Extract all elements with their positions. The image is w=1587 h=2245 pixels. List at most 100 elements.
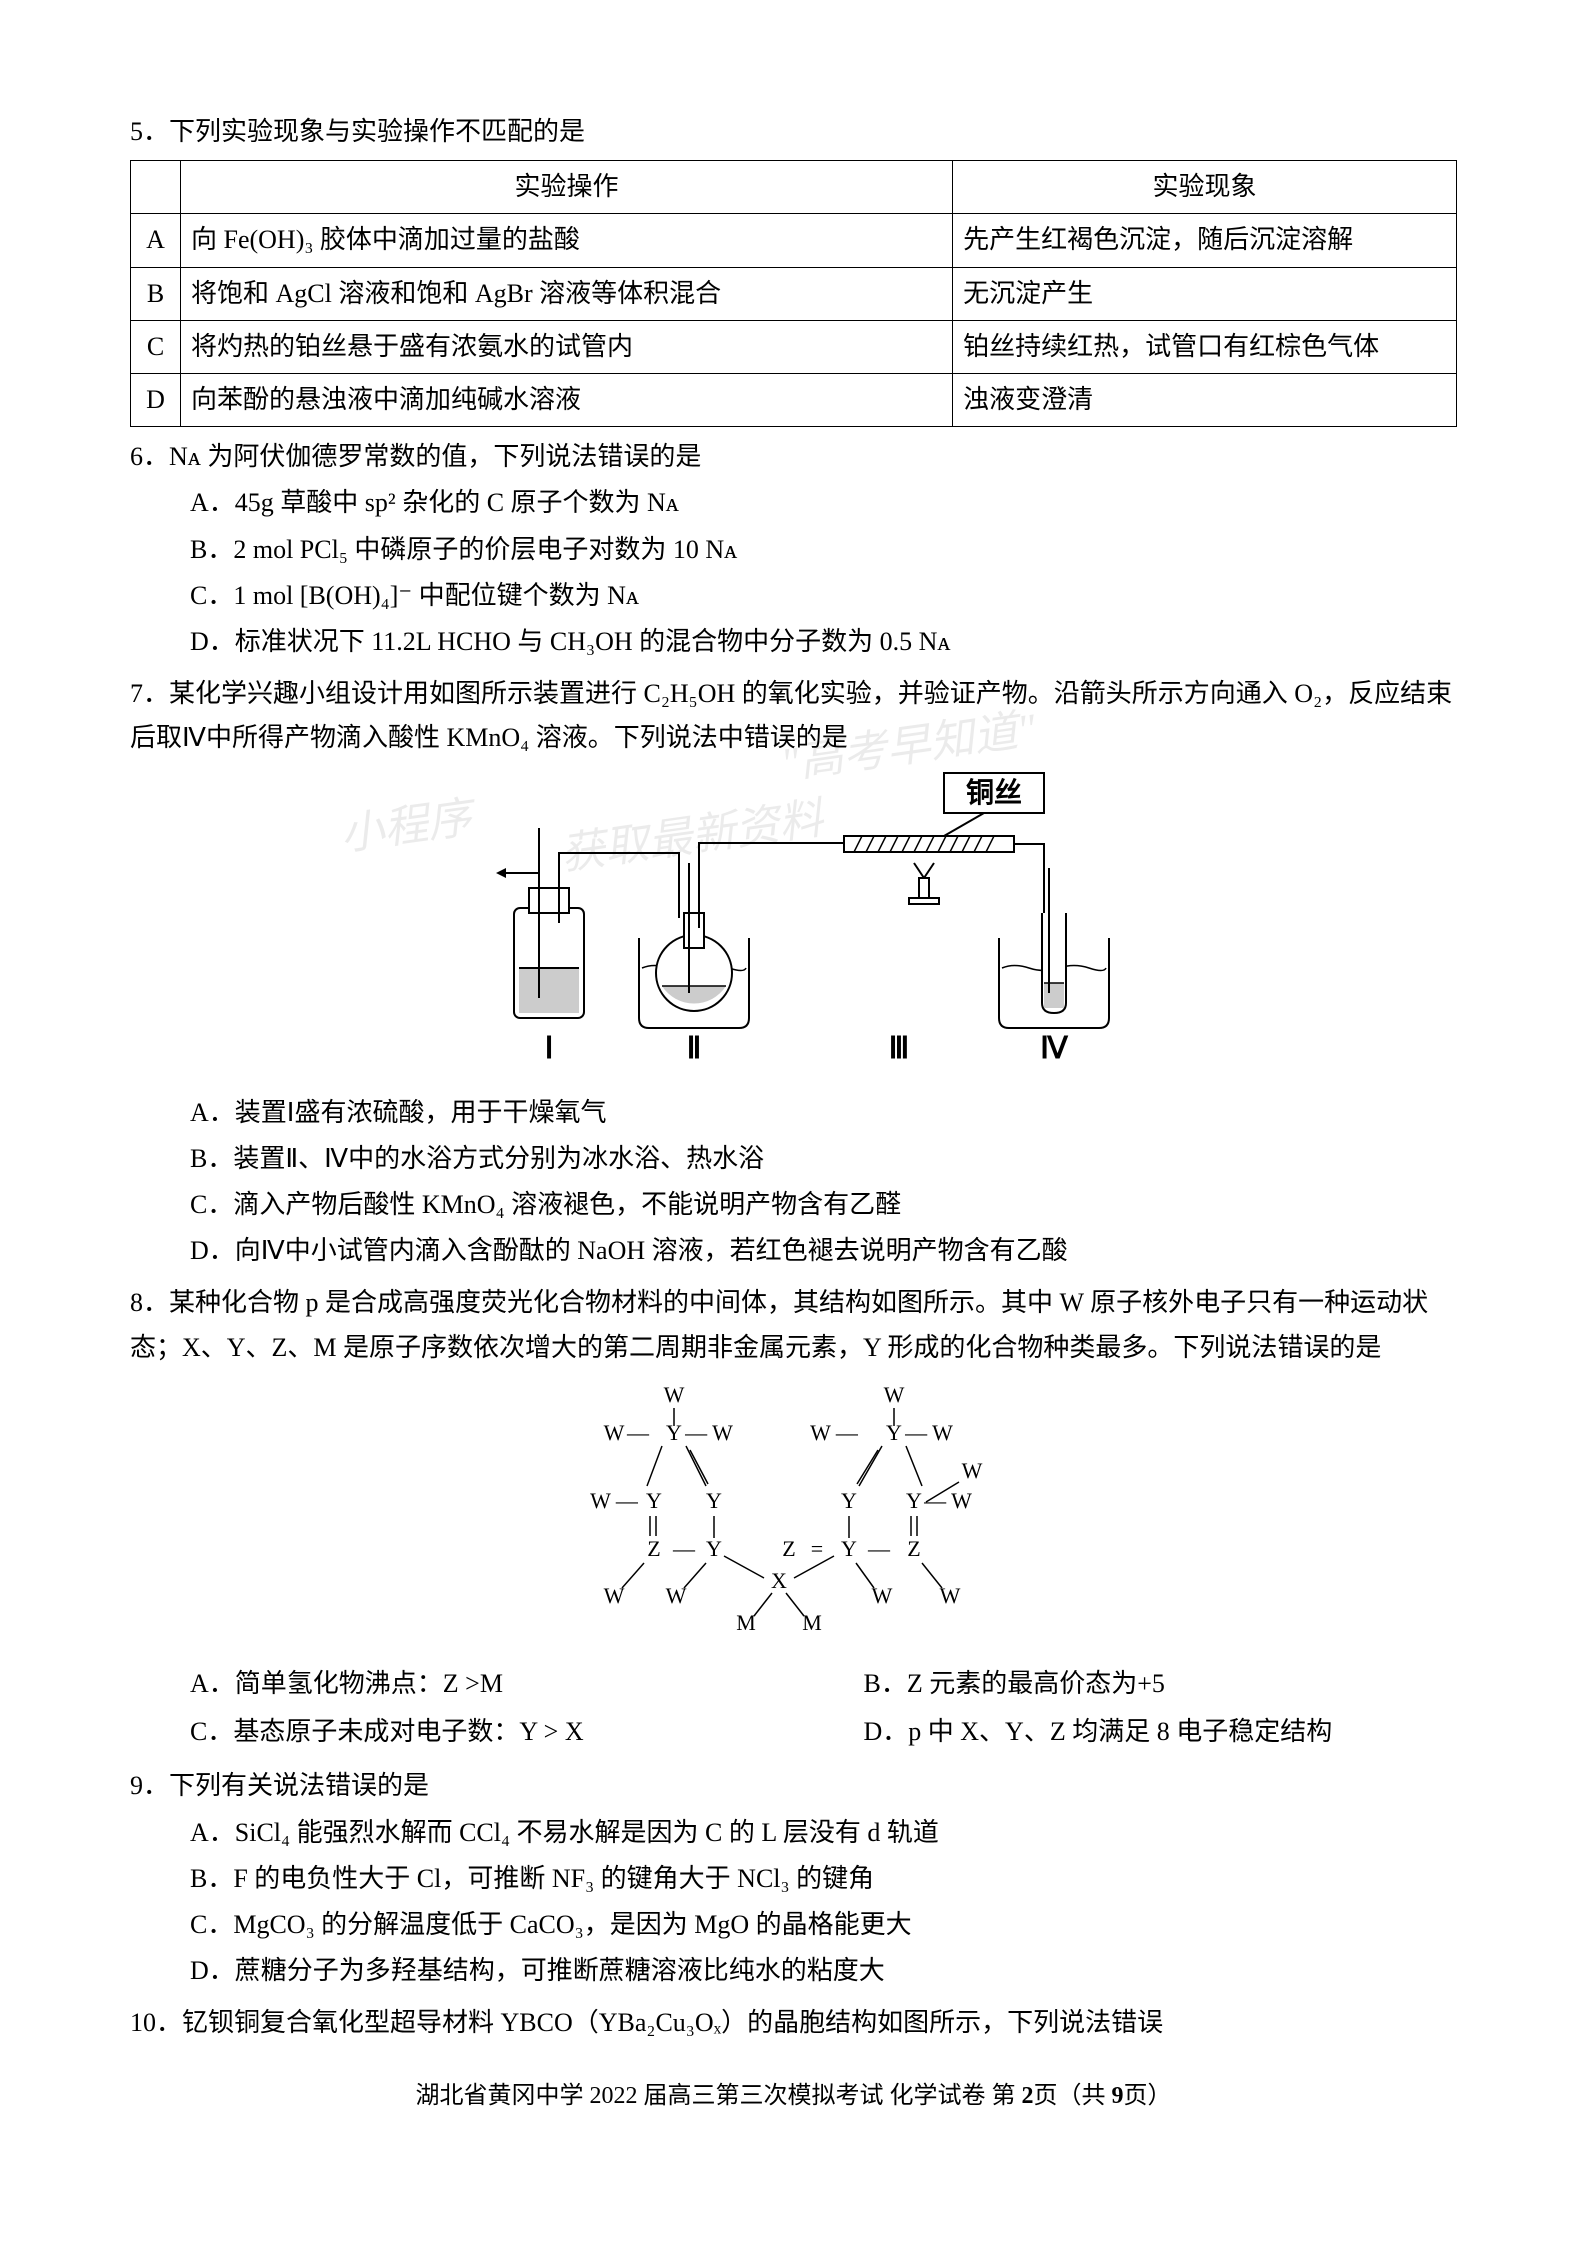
- flask-4-label: Ⅳ: [1040, 1032, 1069, 1065]
- svg-text:W —: W —: [810, 1420, 859, 1445]
- q5-rowD-op: 向苯酚的悬浊液中滴加纯碱水溶液: [181, 373, 953, 426]
- svg-text:Y: Y: [841, 1488, 857, 1513]
- q9-options: A．SiCl₄ 能强烈水解而 CCl₄ 不易水解是因为 C 的 L 层没有 d …: [130, 1811, 1457, 1994]
- q5-rowA-phen: 先产生红褐色沉淀，随后沉淀溶解: [953, 214, 1457, 267]
- q6-optA: A．45g 草酸中 sp² 杂化的 C 原子个数为 Nᴀ: [190, 481, 1457, 525]
- svg-text:Y: Y: [646, 1488, 662, 1513]
- q5-rowD-phen: 浊液变澄清: [953, 373, 1457, 426]
- svg-text:W: W: [663, 1382, 684, 1407]
- svg-text:W: W: [665, 1583, 686, 1608]
- footer-mid: 页（共: [1034, 2083, 1112, 2109]
- q5-stem: 5．下列实验现象与实验操作不匹配的是: [130, 110, 1457, 154]
- question-10: 10．钇钡铜复合氧化型超导材料 YBCO（YBa₂Cu₃Oₓ）的晶胞结构如图所示…: [130, 2001, 1457, 2045]
- svg-text:Y: Y: [706, 1536, 722, 1561]
- svg-text:M: M: [736, 1610, 756, 1635]
- q5-th-blank: [131, 161, 181, 214]
- q5-rowA-op: 向 Fe(OH)₃ 胶体中滴加过量的盐酸: [181, 214, 953, 267]
- flask-2-label: Ⅱ: [686, 1032, 701, 1065]
- svg-text:—: —: [672, 1536, 696, 1561]
- q7-apparatus-diagram: 铜丝 Ⅰ: [130, 768, 1457, 1082]
- q5-rowA-lab: A: [131, 214, 181, 267]
- svg-text:W: W: [871, 1583, 892, 1608]
- q6-optD: D．标准状况下 11.2L HCHO 与 CH₃OH 的混合物中分子数为 0.5…: [190, 620, 1457, 664]
- q8-optD: D．p 中 X、Y、Z 均满足 8 电子稳定结构: [864, 1710, 1458, 1754]
- svg-text:— W: — W: [684, 1420, 733, 1445]
- q5-rowD-lab: D: [131, 373, 181, 426]
- svg-text:— W: — W: [923, 1488, 972, 1513]
- table-row: A 向 Fe(OH)₃ 胶体中滴加过量的盐酸 先产生红褐色沉淀，随后沉淀溶解: [131, 214, 1457, 267]
- svg-text:W —: W —: [590, 1488, 639, 1513]
- svg-text:W: W: [961, 1458, 982, 1483]
- svg-text:Y: Y: [906, 1488, 922, 1513]
- q6-stem: 6．Nᴀ 为阿伏伽德罗常数的值，下列说法错误的是: [130, 435, 1457, 479]
- footer-right: 页）: [1124, 2083, 1172, 2109]
- q8-options: A．简单氢化物沸点：Z >M B．Z 元素的最高价态为+5 C．基态原子未成对电…: [130, 1660, 1457, 1756]
- question-8: 8．某种化合物 p 是合成高强度荧光化合物材料的中间体，其结构如图所示。其中 W…: [130, 1281, 1457, 1756]
- footer-page: 2: [1022, 2083, 1034, 2109]
- svg-text:Z: Z: [907, 1536, 920, 1561]
- q5-rowC-op: 将灼热的铂丝悬于盛有浓氨水的试管内: [181, 320, 953, 373]
- q7-stem: 7．某化学兴趣小组设计用如图所示装置进行 C₂H₅OH 的氧化实验，并验证产物。…: [130, 672, 1457, 760]
- svg-text:W: W: [603, 1583, 624, 1608]
- svg-text:—: —: [626, 1420, 650, 1445]
- svg-text:=: =: [810, 1536, 822, 1561]
- q5-rowB-op: 将饱和 AgCl 溶液和饱和 AgBr 溶液等体积混合: [181, 267, 953, 320]
- question-5: 5．下列实验现象与实验操作不匹配的是 实验操作 实验现象 A 向 Fe(OH)₃…: [130, 110, 1457, 427]
- flask-1-label: Ⅰ: [544, 1032, 553, 1065]
- svg-text:W: W: [939, 1583, 960, 1608]
- table-row: C 将灼热的铂丝悬于盛有浓氨水的试管内 铂丝持续红热，试管口有红棕色气体: [131, 320, 1457, 373]
- q6-options: A．45g 草酸中 sp² 杂化的 C 原子个数为 Nᴀ B．2 mol PCl…: [130, 481, 1457, 664]
- q5-rowC-lab: C: [131, 320, 181, 373]
- q8-optC: C．基态原子未成对电子数：Y > X: [190, 1710, 784, 1754]
- q8-optB: B．Z 元素的最高价态为+5: [864, 1662, 1458, 1706]
- q7-optA: A．装置Ⅰ盛有浓硫酸，用于干燥氧气: [190, 1091, 1457, 1135]
- q7-optD: D．向Ⅳ中小试管内滴入含酚酞的 NaOH 溶液，若红色褪去说明产物含有乙酸: [190, 1229, 1457, 1273]
- q10-stem: 10．钇钡铜复合氧化型超导材料 YBCO（YBa₂Cu₃Oₓ）的晶胞结构如图所示…: [130, 2001, 1457, 2045]
- q7-options: A．装置Ⅰ盛有浓硫酸，用于干燥氧气 B．装置Ⅱ、Ⅳ中的水浴方式分别为冰水浴、热水…: [130, 1091, 1457, 1274]
- svg-text:Z: Z: [647, 1536, 660, 1561]
- svg-text:Y: Y: [841, 1536, 857, 1561]
- q5-rowC-phen: 铂丝持续红热，试管口有红棕色气体: [953, 320, 1457, 373]
- q6-optB: B．2 mol PCl₅ 中磷原子的价层电子对数为 10 Nᴀ: [190, 528, 1457, 572]
- svg-text:X: X: [771, 1568, 787, 1593]
- q9-stem: 9．下列有关说法错误的是: [130, 1764, 1457, 1808]
- exam-page: 5．下列实验现象与实验操作不匹配的是 实验操作 实验现象 A 向 Fe(OH)₃…: [0, 0, 1587, 2245]
- structure-svg: W WY— — W W —Y Y Z — Y W: [514, 1378, 1074, 1638]
- q9-optB: B．F 的电负性大于 Cl，可推断 NF₃ 的键角大于 NCl₃ 的键角: [190, 1857, 1457, 1901]
- q9-optA: A．SiCl₄ 能强烈水解而 CCl₄ 不易水解是因为 C 的 L 层没有 d …: [190, 1811, 1457, 1855]
- svg-text:— W: — W: [904, 1420, 953, 1445]
- question-7: 7．某化学兴趣小组设计用如图所示装置进行 C₂H₅OH 的氧化实验，并验证产物。…: [130, 672, 1457, 1273]
- copper-coil-tube: [844, 813, 1014, 904]
- svg-text:—: —: [867, 1536, 891, 1561]
- svg-text:Z: Z: [782, 1536, 795, 1561]
- q5-rowB-phen: 无沉淀产生: [953, 267, 1457, 320]
- q9-optD: D．蔗糖分子为多羟基结构，可推断蔗糖溶液比纯水的粘度大: [190, 1949, 1457, 1993]
- apparatus-svg: 铜丝 Ⅰ: [444, 768, 1144, 1068]
- q5-th-op: 实验操作: [181, 161, 953, 214]
- q8-stem: 8．某种化合物 p 是合成高强度荧光化合物材料的中间体，其结构如图所示。其中 W…: [130, 1281, 1457, 1369]
- q6-optC: C．1 mol [B(OH)₄]⁻ 中配位键个数为 Nᴀ: [190, 574, 1457, 618]
- flask-4: [999, 868, 1109, 1028]
- q7-optC: C．滴入产物后酸性 KMnO₄ 溶液褪色，不能说明产物含有乙醛: [190, 1183, 1457, 1227]
- table-row: B 将饱和 AgCl 溶液和饱和 AgBr 溶液等体积混合 无沉淀产生: [131, 267, 1457, 320]
- q7-optB: B．装置Ⅱ、Ⅳ中的水浴方式分别为冰水浴、热水浴: [190, 1137, 1457, 1181]
- q5-table: 实验操作 实验现象 A 向 Fe(OH)₃ 胶体中滴加过量的盐酸 先产生红褐色沉…: [130, 160, 1457, 427]
- svg-text:W: W: [603, 1420, 624, 1445]
- q5-rowB-lab: B: [131, 267, 181, 320]
- question-9: 9．下列有关说法错误的是 A．SiCl₄ 能强烈水解而 CCl₄ 不易水解是因为…: [130, 1764, 1457, 1993]
- question-6: 6．Nᴀ 为阿伏伽德罗常数的值，下列说法错误的是 A．45g 草酸中 sp² 杂…: [130, 435, 1457, 664]
- table-row: D 向苯酚的悬浊液中滴加纯碱水溶液 浊液变澄清: [131, 373, 1457, 426]
- flask-3-label: Ⅲ: [888, 1032, 909, 1065]
- svg-text:Y: Y: [666, 1420, 682, 1445]
- q8-structure-diagram: W WY— — W W —Y Y Z — Y W: [130, 1378, 1457, 1652]
- svg-text:Y: Y: [706, 1488, 722, 1513]
- q9-optC: C．MgCO₃ 的分解温度低于 CaCO₃，是因为 MgO 的晶格能更大: [190, 1903, 1457, 1947]
- q5-th-phen: 实验现象: [953, 161, 1457, 214]
- copper-label-text: 铜丝: [965, 777, 1021, 809]
- q8-optA: A．简单氢化物沸点：Z >M: [190, 1662, 784, 1706]
- svg-text:Y: Y: [886, 1420, 902, 1445]
- footer-left: 湖北省黄冈中学 2022 届高三第三次模拟考试 化学试卷 第: [416, 2083, 1022, 2109]
- svg-text:W: W: [883, 1382, 904, 1407]
- footer-total: 9: [1112, 2083, 1124, 2109]
- struct-atoms: W WY— — W W —Y Y Z — Y W: [590, 1382, 983, 1635]
